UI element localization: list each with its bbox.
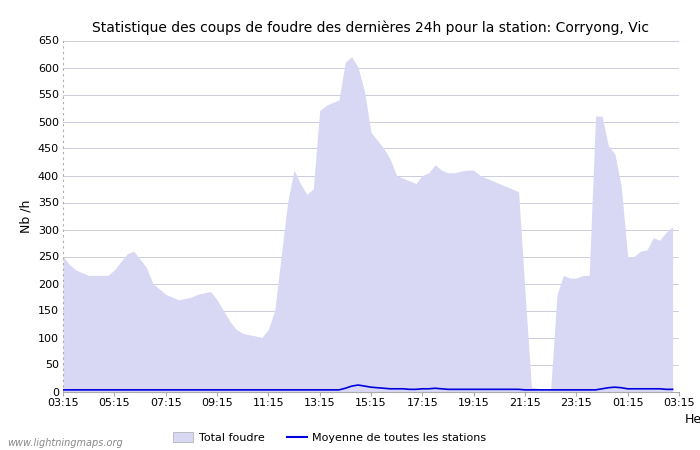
Y-axis label: Nb /h: Nb /h [19, 199, 32, 233]
Title: Statistique des coups de foudre des dernières 24h pour la station: Corryong, Vic: Statistique des coups de foudre des dern… [92, 21, 650, 35]
Text: www.lightningmaps.org: www.lightningmaps.org [7, 438, 122, 448]
Text: Heure: Heure [685, 413, 700, 426]
